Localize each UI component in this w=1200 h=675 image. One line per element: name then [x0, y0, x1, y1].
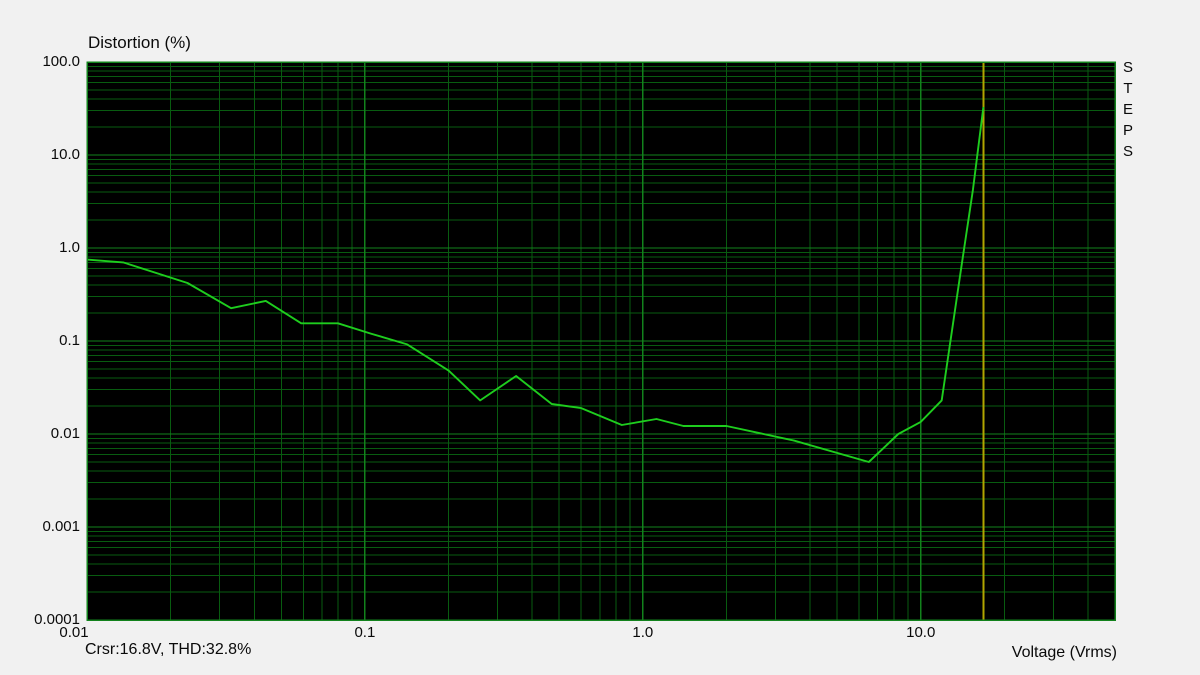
y-axis-tick-label: 100.0 [42, 53, 80, 70]
thd-curve [86, 106, 985, 463]
x-axis-tick-label: 10.0 [906, 624, 936, 641]
y-axis-tick-label: 1.0 [59, 239, 80, 256]
y-axis-tick-label: 0.0001 [34, 611, 80, 628]
steps-label: S T E P S [1122, 59, 1133, 160]
plot-border [86, 61, 1116, 621]
x-axis-tick-label: 0.1 [354, 624, 376, 641]
y-axis-tick-label: 0.01 [50, 425, 80, 442]
chart-title: Distortion (%) [88, 33, 191, 52]
y-axis-tick-label: 0.001 [42, 518, 80, 535]
y-axis-tick-label: 0.1 [59, 332, 80, 349]
x-axis-tick-label: 1.0 [632, 624, 654, 641]
x-axis-title: Voltage (Vrms) [1011, 644, 1117, 661]
y-axis-tick-label: 10.0 [50, 146, 80, 163]
cursor-readout: Crsr:16.8V, THD:32.8% [85, 641, 252, 658]
x-axis-tick-label: 0.01 [59, 624, 89, 641]
